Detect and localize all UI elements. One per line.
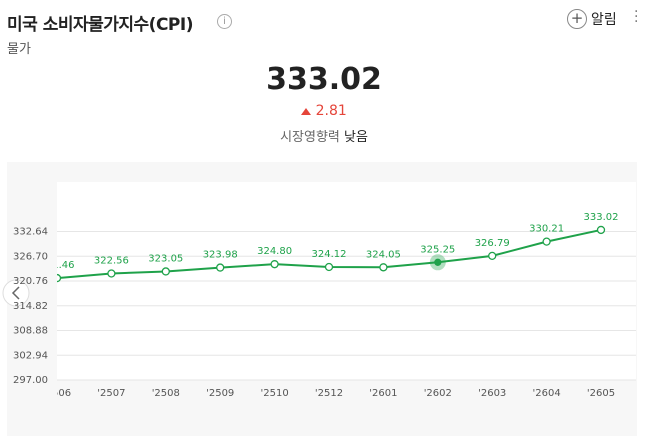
y-tick-label: 332.64 xyxy=(13,227,48,238)
up-arrow xyxy=(301,107,312,115)
y-tick-label: 320.76 xyxy=(13,276,48,287)
x-tick-label: '2605 xyxy=(587,388,615,399)
value-label: 325.25 xyxy=(420,244,455,255)
point xyxy=(57,273,62,283)
current-value: 333.02 xyxy=(266,62,382,97)
alert-button[interactable]: + 알림 xyxy=(567,9,617,29)
value-label: 330.21 xyxy=(529,224,564,235)
point xyxy=(542,237,551,246)
value-label: 326.79 xyxy=(475,238,510,249)
x-tick-label: '2509 xyxy=(206,388,234,399)
point xyxy=(216,263,225,272)
point xyxy=(107,269,116,278)
plus-icon: + xyxy=(567,9,587,29)
impact-label: 시장영향력 xyxy=(280,130,340,145)
plot: '2506 321.46 '2507 322.56 '2508 323.05 '2509 32… xyxy=(40,212,636,399)
point xyxy=(161,267,170,276)
value-label: 322.56 xyxy=(94,256,129,267)
x-tick-label: '2604 xyxy=(532,388,560,399)
impact-value: 낮음 xyxy=(344,130,368,145)
x-tick-label: '2510 xyxy=(260,388,288,399)
point xyxy=(324,262,334,272)
change-value: 2.81 xyxy=(315,103,347,119)
value-label: 323.98 xyxy=(203,250,238,261)
y-tick-label: 326.70 xyxy=(13,251,48,262)
subtitle: 물가 xyxy=(7,42,31,57)
value-label: 323.05 xyxy=(148,253,183,264)
point xyxy=(596,225,606,235)
value-label: 321.46 xyxy=(40,260,75,271)
prev-button[interactable] xyxy=(2,279,30,307)
value-label: 333.02 xyxy=(584,212,619,223)
x-tick-label: '2601 xyxy=(369,388,397,399)
alert-label: 알림 xyxy=(591,12,617,28)
value-label: 324.80 xyxy=(257,246,292,257)
point xyxy=(270,260,279,269)
value-label: 324.12 xyxy=(312,249,347,260)
title: 미국 소비자물가지수(CPI) xyxy=(7,15,193,35)
x-tick-label: '2507 xyxy=(97,388,125,399)
point xyxy=(434,258,442,266)
y-tick-label: 302.94 xyxy=(13,350,48,361)
info-icon[interactable]: i xyxy=(217,14,232,29)
impact: 시장영향력 낮음 xyxy=(0,126,648,145)
menu-icon[interactable]: · · · xyxy=(634,4,639,30)
x-tick-label: '2506 xyxy=(43,388,71,399)
y-tick-label: 297.00 xyxy=(13,375,48,386)
point xyxy=(379,263,388,272)
y-tick-label: 308.88 xyxy=(13,326,48,337)
y-tick-label: 314.82 xyxy=(13,301,48,312)
value-label: 324.05 xyxy=(366,249,401,260)
x-tick-label: '2603 xyxy=(478,388,506,399)
point xyxy=(488,251,497,261)
x-tick-label: '2512 xyxy=(315,388,343,399)
x-tick-label: '2508 xyxy=(152,388,180,399)
x-tick-label: '2602 xyxy=(424,388,452,399)
change: 2.81 xyxy=(0,103,648,119)
